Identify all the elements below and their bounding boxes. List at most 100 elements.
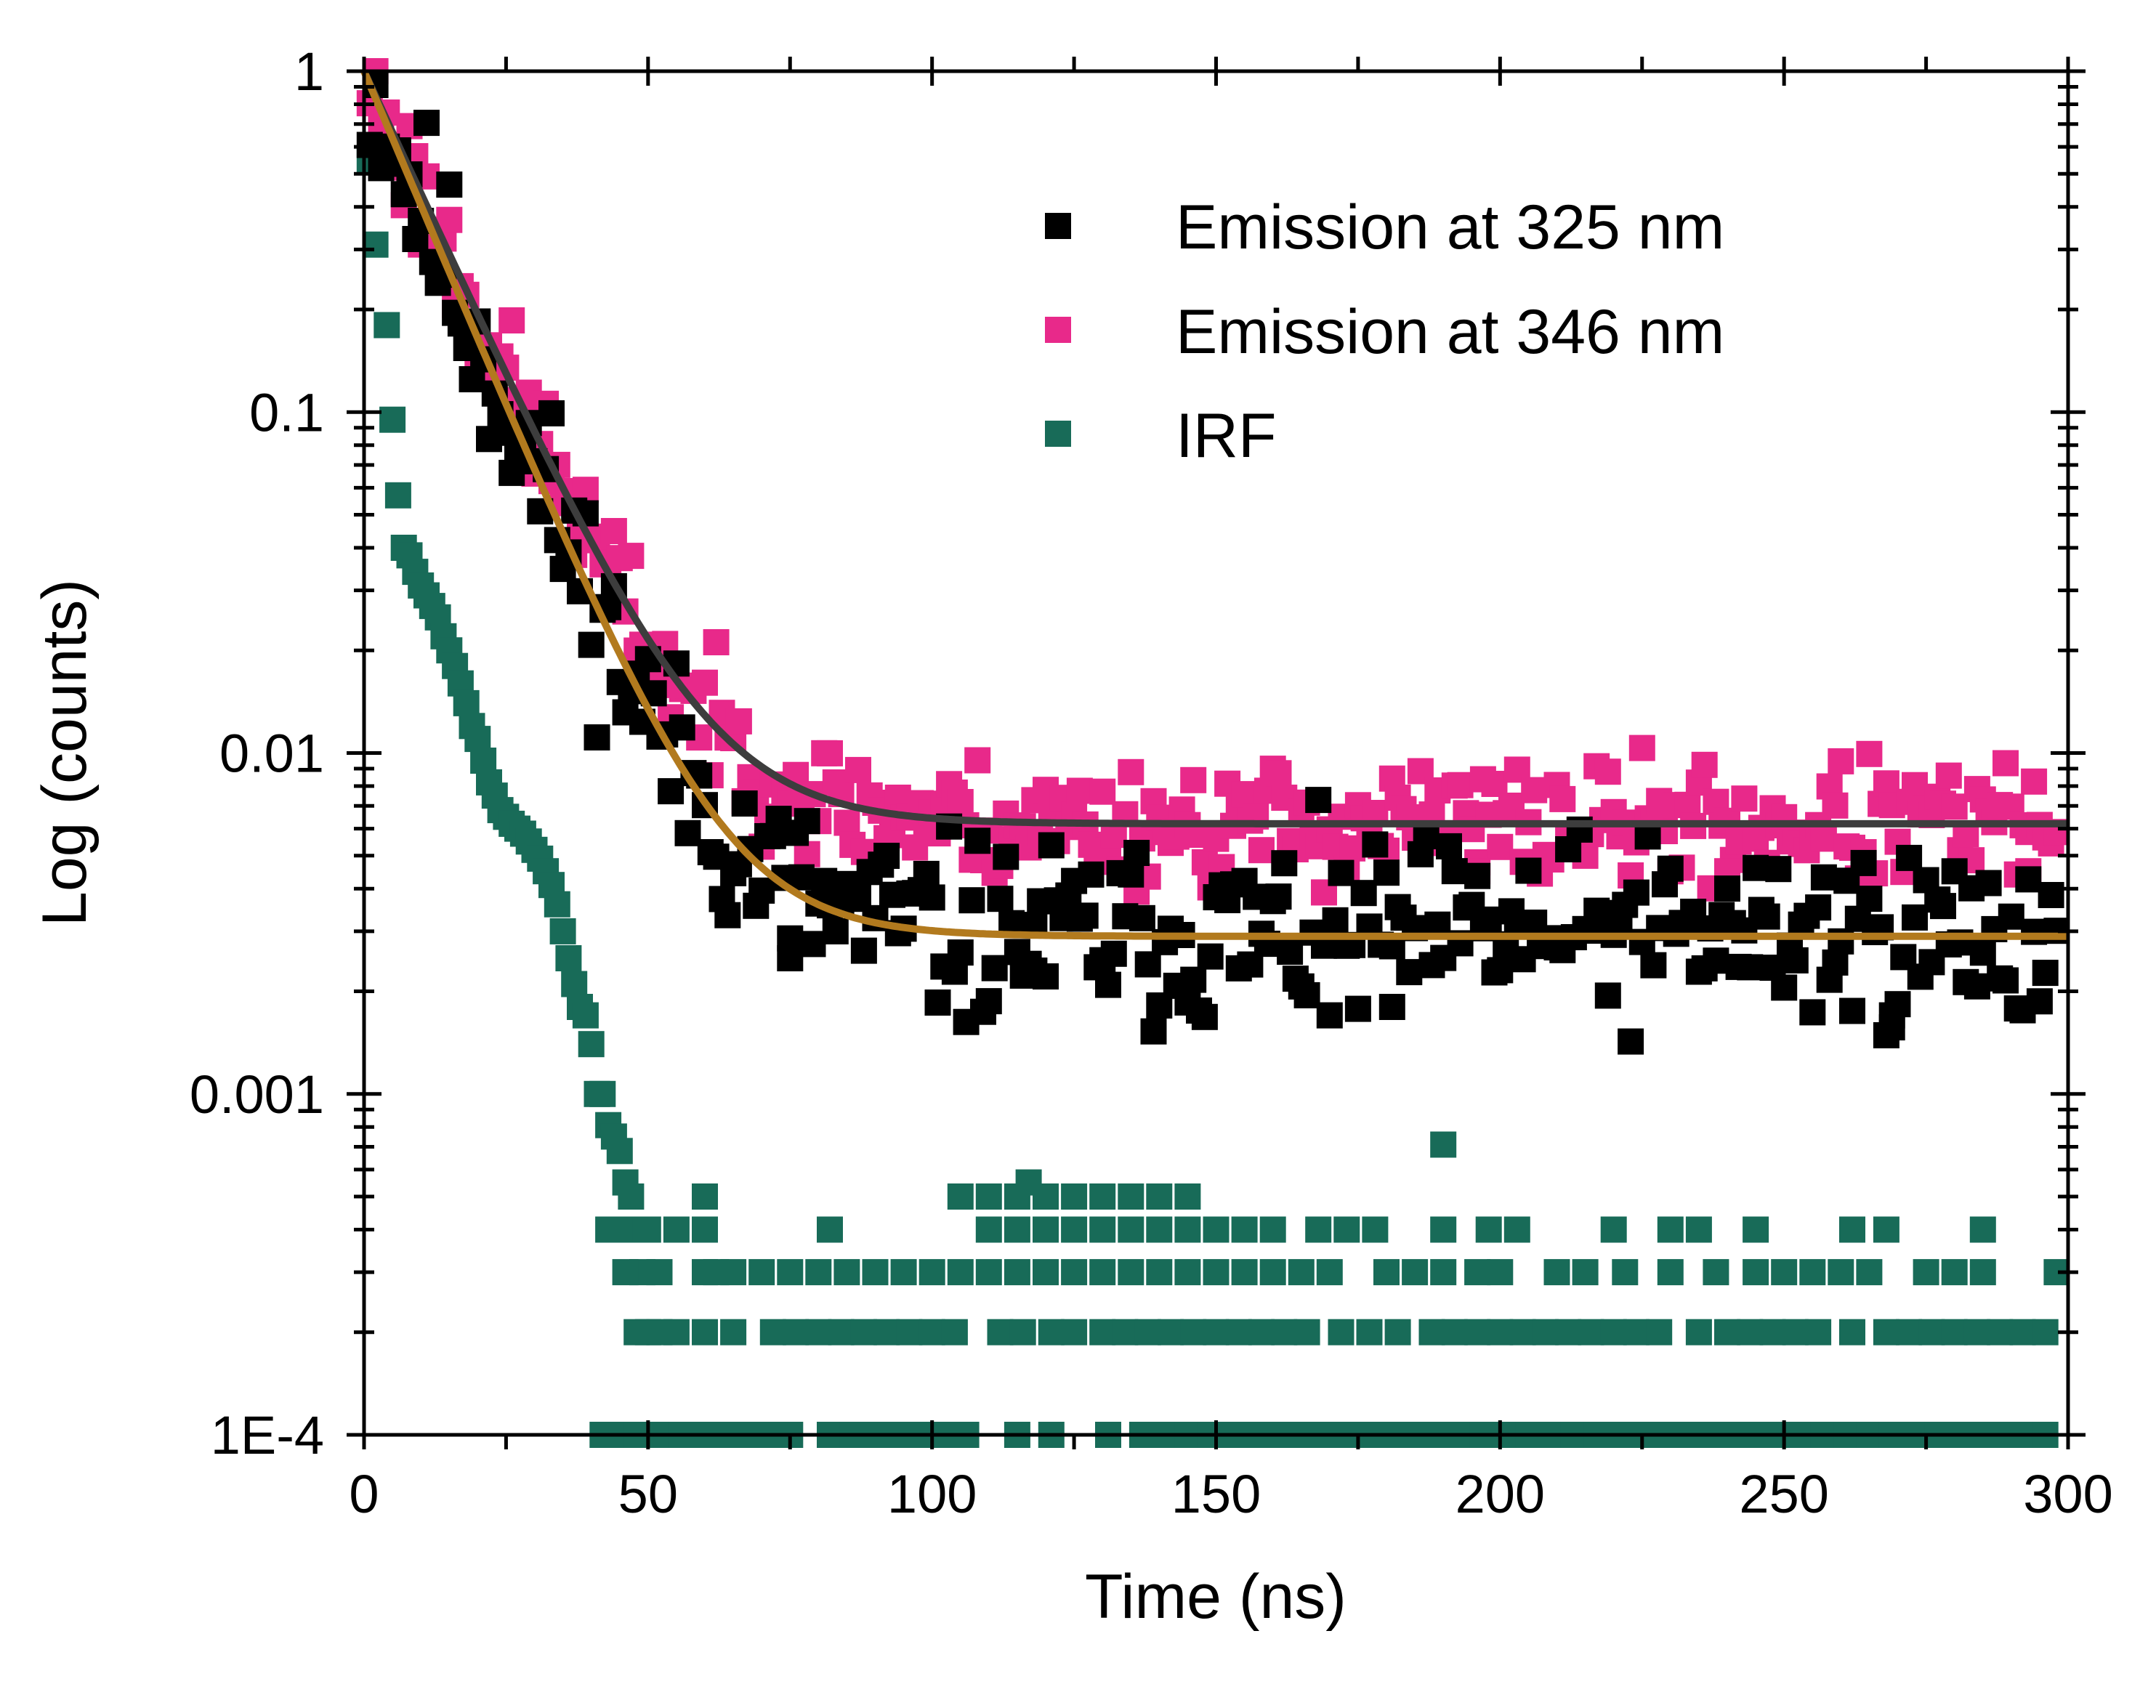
irf-point xyxy=(1134,1319,1161,1345)
irf-point xyxy=(1203,1259,1230,1286)
irf-point xyxy=(1805,1319,1832,1345)
irf-point xyxy=(646,1259,673,1286)
series-325-point xyxy=(958,887,985,914)
series-325-point xyxy=(1322,907,1349,934)
series-346-point xyxy=(1594,758,1621,785)
series-325-point xyxy=(987,886,1014,912)
series-325-point xyxy=(1963,973,1990,1000)
irf-point xyxy=(975,1259,1002,1286)
label-layer: 0 50 100 150 200 250 300 1 0.1 0.01 0.001 1E-4 xyxy=(190,41,2113,1524)
irf-point xyxy=(1839,1319,1865,1345)
legend-marker-346 xyxy=(1045,317,1071,343)
irf-point xyxy=(1737,1319,1764,1345)
irf-point xyxy=(1685,1319,1712,1345)
series-346-point xyxy=(1118,758,1144,785)
series-325-point xyxy=(1753,903,1780,930)
series-325-point xyxy=(1771,974,1798,1001)
irf-point xyxy=(777,1259,804,1286)
irf-point xyxy=(1328,1319,1354,1345)
irf-point xyxy=(1969,1259,1996,1286)
series-325-point xyxy=(1197,943,1224,970)
irf-point xyxy=(549,918,576,944)
irf-point xyxy=(1362,1216,1389,1243)
series-325-point xyxy=(1805,894,1832,921)
series-346-point xyxy=(1810,825,1837,852)
irf-point xyxy=(805,1259,832,1286)
irf-point xyxy=(1293,1319,1320,1345)
irf-point xyxy=(1430,1259,1457,1286)
series-325-point xyxy=(1123,840,1150,866)
series-325-point xyxy=(1350,880,1377,907)
irf-point xyxy=(1231,1216,1258,1243)
series-325-point xyxy=(1038,832,1065,859)
irf-point xyxy=(1487,1259,1514,1286)
series-325-point xyxy=(748,877,775,904)
series-346 xyxy=(356,58,2070,906)
x-tick-label: 100 xyxy=(887,1464,977,1524)
tick-layer xyxy=(347,57,2086,1449)
series-346-point xyxy=(1628,734,1655,761)
irf-point xyxy=(1896,1319,1923,1345)
series-346-point xyxy=(1487,833,1514,860)
series-325-point xyxy=(777,945,804,971)
series-325-point xyxy=(2021,918,2048,945)
series-346-point xyxy=(703,629,730,655)
irf-point xyxy=(1259,1216,1286,1243)
irf-point xyxy=(1685,1216,1712,1243)
series-346-point xyxy=(1828,748,1854,774)
irf-point xyxy=(1771,1259,1798,1286)
irf-point xyxy=(1969,1216,1996,1243)
series-layer xyxy=(356,58,2070,1448)
series-346-point xyxy=(1993,750,2019,777)
irf-point xyxy=(634,1216,661,1243)
irf-point xyxy=(362,231,389,258)
series-325-point xyxy=(788,864,815,891)
series-325-point xyxy=(1441,858,1468,885)
series-346-point xyxy=(2021,768,2048,795)
irf-point xyxy=(612,1259,639,1286)
series-346-point xyxy=(618,543,645,570)
irf-point xyxy=(1941,1319,1968,1345)
irf-point xyxy=(1487,1319,1514,1345)
legend-label-346: Emission at 346 nm xyxy=(1176,297,1724,367)
series-346-point xyxy=(692,669,718,696)
series-346-point xyxy=(1180,766,1207,793)
irf-point xyxy=(1941,1259,1968,1286)
irf-point xyxy=(1225,1319,1252,1345)
series-325-point xyxy=(714,902,741,928)
series-325-point xyxy=(1362,831,1389,858)
irf-point xyxy=(1384,1319,1411,1345)
irf-point xyxy=(384,482,411,509)
series-346-point xyxy=(1902,772,1928,798)
irf-point xyxy=(1033,1216,1059,1243)
series-325-point xyxy=(975,988,1002,1015)
series-346-point xyxy=(1691,751,1718,778)
series-346-point xyxy=(725,708,752,734)
series-325-point xyxy=(947,939,974,966)
x-tick-label: 300 xyxy=(2023,1464,2112,1524)
series-325-point xyxy=(1140,1018,1167,1045)
irf-point xyxy=(374,312,400,339)
series-325-point xyxy=(981,955,1008,982)
x-tick-label: 200 xyxy=(1455,1464,1545,1524)
irf-point xyxy=(1503,1216,1530,1243)
series-325-point xyxy=(1134,951,1161,978)
irf-point xyxy=(1402,1259,1429,1286)
series-346-point xyxy=(817,740,843,766)
irf-point xyxy=(1839,1216,1865,1243)
irf-point xyxy=(1305,1216,1332,1243)
irf-point xyxy=(1430,1131,1457,1158)
series-346-point xyxy=(1265,760,1292,787)
irf-point xyxy=(1146,1259,1173,1286)
series-346-point xyxy=(1521,777,1548,804)
irf-point xyxy=(1203,1216,1230,1243)
series-325-point xyxy=(822,918,849,944)
irf-point xyxy=(987,1319,1014,1345)
irf-point xyxy=(692,1183,718,1210)
series-346-point xyxy=(1066,777,1093,804)
irf-point xyxy=(606,1138,633,1165)
series-325-point xyxy=(1095,971,1121,998)
irf-point xyxy=(759,1319,786,1345)
